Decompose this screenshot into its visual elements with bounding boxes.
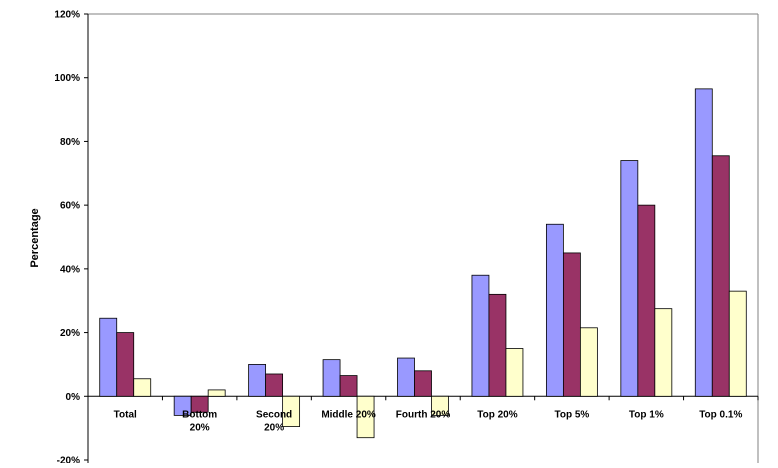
y-tick-label: 40% — [60, 264, 80, 275]
bar — [116, 332, 135, 397]
x-tick-label: Top 5% — [554, 409, 589, 420]
y-tick-label: -20% — [57, 456, 80, 464]
labels: -20% 0% 20% 40% 60% 80% 100% 120% Total Bottom 20%… — [54, 10, 742, 467]
bar — [471, 274, 490, 397]
y-tick-label: 100% — [54, 73, 80, 84]
bar — [322, 359, 341, 397]
bar — [711, 155, 730, 397]
y-tick-label: 20% — [60, 328, 80, 339]
x-tick-label: Total — [114, 409, 137, 420]
x-tick-label: Bottom 20% — [182, 409, 217, 433]
x-tick-label: Top 0.1% — [699, 409, 742, 420]
bar — [190, 395, 209, 413]
bar — [579, 327, 598, 397]
y-tick-label: 80% — [60, 137, 80, 148]
bar — [505, 348, 524, 397]
x-tick-label: Second 20% — [256, 409, 292, 433]
bar — [620, 160, 639, 397]
bar — [397, 357, 415, 397]
y-tick-label: 120% — [54, 10, 80, 21]
bar — [728, 290, 747, 397]
y-tick-label: 0% — [66, 392, 81, 403]
bar — [339, 375, 358, 397]
bar — [562, 252, 581, 397]
bars — [99, 88, 747, 439]
bar — [637, 204, 656, 397]
bar — [248, 364, 267, 397]
bar — [265, 373, 284, 397]
y-axis-title: Percentage — [29, 208, 41, 267]
bar — [431, 395, 449, 416]
x-tick-label: Fourth 20% — [396, 409, 451, 420]
bar — [133, 378, 152, 397]
bar — [282, 395, 301, 427]
bar — [414, 370, 432, 397]
bar — [654, 308, 673, 397]
y-tick-label: 60% — [60, 201, 80, 212]
bar — [488, 293, 507, 397]
x-tick-label: Middle 20% — [321, 409, 376, 420]
bar — [545, 223, 564, 397]
x-tick-label: Top 1% — [629, 409, 664, 420]
bar — [207, 389, 226, 397]
x-tick-label: Top 20% — [477, 409, 517, 420]
bar — [694, 88, 713, 397]
bar — [99, 317, 118, 397]
bar — [356, 395, 375, 439]
